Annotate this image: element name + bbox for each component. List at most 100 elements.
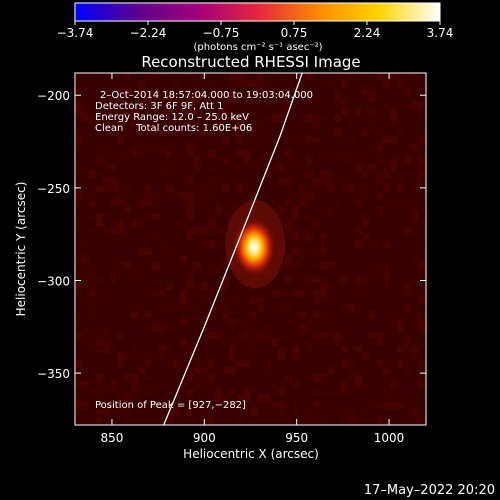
noise-pixel — [222, 374, 229, 381]
noise-pixel — [271, 290, 278, 297]
noise-pixel — [264, 80, 271, 87]
noise-pixel — [362, 80, 369, 87]
noise-pixel — [166, 325, 173, 332]
noise-pixel — [229, 290, 236, 297]
noise-pixel — [124, 423, 131, 425]
noise-pixel — [110, 402, 117, 409]
noise-pixel — [313, 283, 320, 290]
noise-pixel — [278, 423, 285, 425]
noise-pixel — [299, 395, 306, 402]
noise-pixel — [166, 150, 173, 157]
noise-pixel — [327, 80, 334, 87]
noise-pixel — [257, 73, 264, 80]
noise-pixel — [110, 311, 117, 318]
noise-pixel — [341, 409, 348, 416]
x-axis-title: Heliocentric X (arcsec) — [183, 447, 319, 461]
noise-pixel — [257, 325, 264, 332]
noise-pixel — [208, 80, 215, 87]
noise-pixel — [278, 276, 285, 283]
noise-pixel — [271, 311, 278, 318]
noise-pixel — [292, 332, 299, 339]
noise-pixel — [292, 234, 299, 241]
noise-pixel — [229, 80, 236, 87]
image-layer — [75, 73, 426, 425]
noise-pixel — [159, 290, 166, 297]
noise-pixel — [369, 143, 376, 150]
noise-pixel — [152, 164, 159, 171]
noise-pixel — [411, 220, 418, 227]
noise-pixel — [89, 388, 96, 395]
noise-pixel — [369, 108, 376, 115]
noise-pixel — [264, 297, 271, 304]
noise-pixel — [404, 206, 411, 213]
noise-pixel — [376, 262, 383, 269]
noise-pixel — [187, 346, 194, 353]
noise-pixel — [159, 164, 166, 171]
noise-pixel — [208, 178, 215, 185]
noise-pixel — [82, 108, 89, 115]
noise-pixel — [306, 213, 313, 220]
noise-pixel — [404, 304, 411, 311]
noise-pixel — [89, 339, 96, 346]
noise-pixel — [334, 115, 341, 122]
noise-pixel — [166, 381, 173, 388]
noise-pixel — [278, 101, 285, 108]
noise-pixel — [110, 367, 117, 374]
noise-pixel — [215, 178, 222, 185]
noise-pixel — [362, 353, 369, 360]
noise-pixel — [285, 185, 292, 192]
noise-pixel — [96, 409, 103, 416]
noise-pixel — [138, 353, 145, 360]
x-tick-label: 900 — [193, 431, 216, 445]
noise-pixel — [306, 416, 313, 423]
noise-pixel — [215, 213, 222, 220]
noise-pixel — [89, 192, 96, 199]
noise-pixel — [187, 199, 194, 206]
noise-pixel — [257, 157, 264, 164]
noise-pixel — [208, 136, 215, 143]
noise-pixel — [369, 402, 376, 409]
noise-pixel — [187, 108, 194, 115]
noise-pixel — [131, 388, 138, 395]
noise-pixel — [243, 346, 250, 353]
noise-pixel — [383, 402, 390, 409]
noise-pixel — [341, 283, 348, 290]
noise-pixel — [124, 220, 131, 227]
noise-pixel — [131, 220, 138, 227]
noise-pixel — [229, 318, 236, 325]
noise-pixel — [299, 325, 306, 332]
noise-pixel — [152, 213, 159, 220]
noise-pixel — [348, 374, 355, 381]
noise-pixel — [166, 234, 173, 241]
noise-pixel — [236, 416, 243, 423]
noise-pixel — [348, 248, 355, 255]
noise-pixel — [96, 157, 103, 164]
noise-pixel — [124, 80, 131, 87]
noise-pixel — [306, 353, 313, 360]
noise-pixel — [348, 304, 355, 311]
noise-pixel — [299, 423, 306, 425]
noise-pixel — [117, 192, 124, 199]
noise-pixel — [215, 395, 222, 402]
noise-pixel — [404, 227, 411, 234]
noise-pixel — [236, 339, 243, 346]
noise-pixel — [285, 213, 292, 220]
noise-pixel — [243, 150, 250, 157]
noise-pixel — [397, 346, 404, 353]
noise-pixel — [341, 388, 348, 395]
noise-pixel — [201, 325, 208, 332]
noise-pixel — [348, 311, 355, 318]
noise-pixel — [264, 318, 271, 325]
noise-pixel — [306, 192, 313, 199]
noise-pixel — [82, 409, 89, 416]
noise-pixel — [229, 199, 236, 206]
noise-pixel — [201, 192, 208, 199]
noise-pixel — [180, 87, 187, 94]
noise-pixel — [285, 87, 292, 94]
noise-pixel — [145, 311, 152, 318]
noise-pixel — [110, 255, 117, 262]
noise-pixel — [173, 297, 180, 304]
noise-pixel — [89, 269, 96, 276]
noise-pixel — [236, 360, 243, 367]
noise-pixel — [103, 150, 110, 157]
